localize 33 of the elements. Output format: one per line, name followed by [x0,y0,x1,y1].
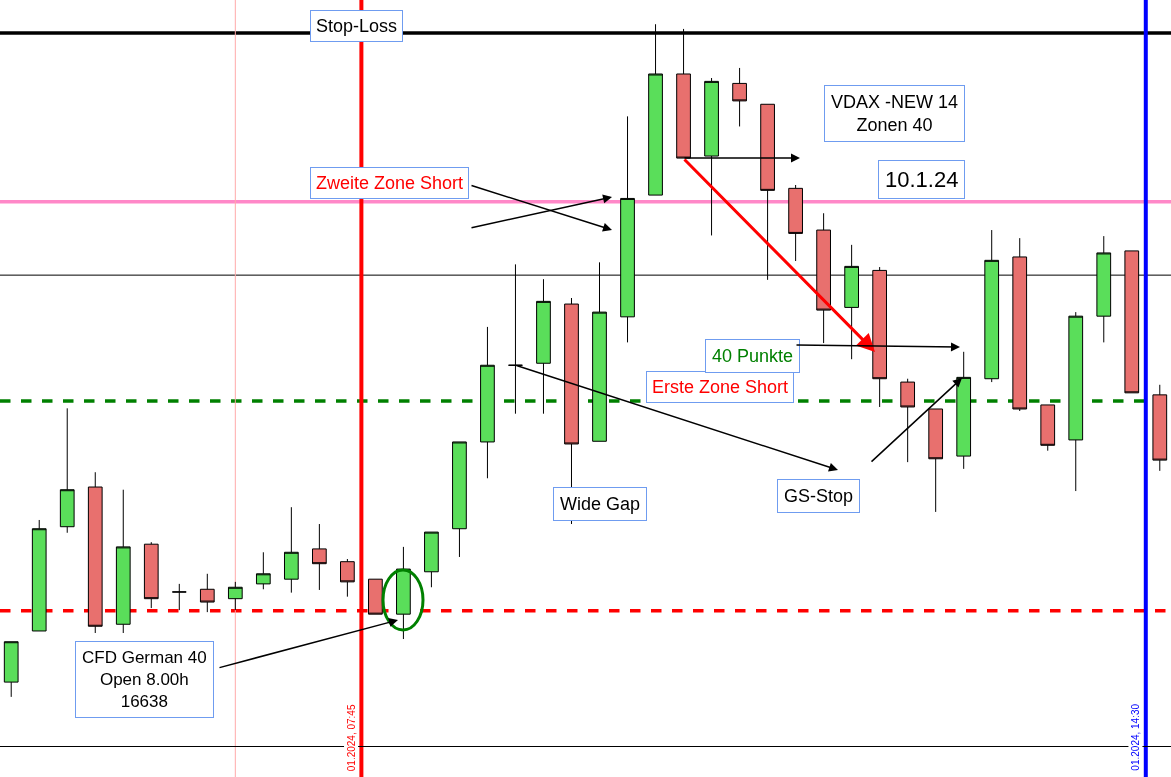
ref-line-label: Zweite Zone Short [316,173,464,193]
candlestick [171,583,187,611]
candlestick [31,519,47,632]
annotation: 40 Punkte [712,346,794,366]
candlestick [1068,311,1084,492]
annotation: GS-Stop [784,486,854,506]
annotation: Wide Gap [560,494,641,514]
candlestick [732,67,747,127]
candlestick [340,558,355,598]
annotation: CFD German 40 Open 8.00h 16638 [82,648,207,712]
candlestick [199,573,215,613]
annotation: 10.1.24 [885,167,959,192]
candlestick [368,578,383,615]
candlestick [59,407,75,534]
candlestick [283,506,299,594]
candlestick [1040,404,1056,452]
candlestick [312,523,327,591]
candlestick [480,326,495,479]
candlestick [3,641,19,698]
annotation: VDAX -NEW 14 Zonen 40 [831,92,959,136]
candlestick [143,541,159,609]
candlestick [227,581,243,611]
ref-line-label: Stop-Loss [316,16,398,36]
candlestick [87,471,103,634]
candlestick [788,184,803,262]
text: 01.2024, 07:45 [345,704,357,772]
candlestick [115,489,131,634]
text: 01.2024, 14:30 [1129,703,1141,771]
candlestick [424,531,439,588]
candlestick [452,441,467,558]
ref-line-label: Erste Zone Short [652,377,789,397]
candlestick [1152,384,1168,472]
candlestick [255,551,271,590]
